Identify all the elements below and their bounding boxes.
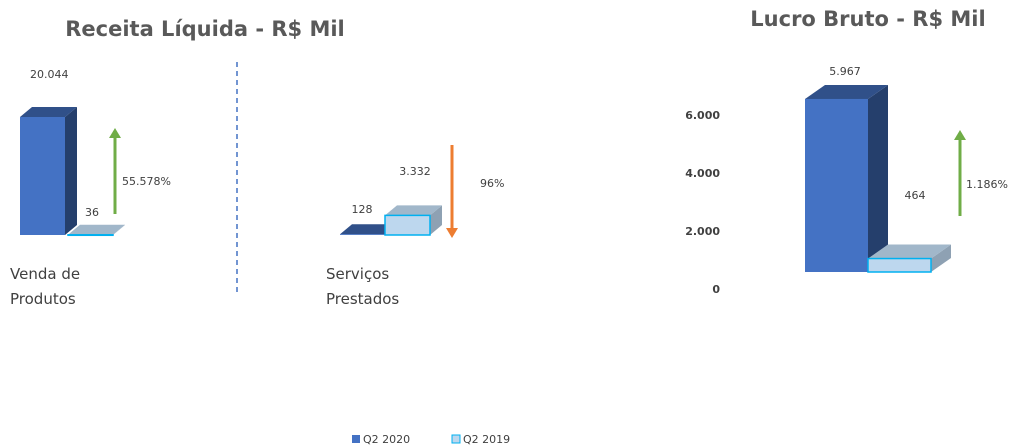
chart-title: Receita Líquida - R$ Mil <box>65 17 345 41</box>
data-label: 464 <box>905 189 926 202</box>
bar-top <box>68 224 125 235</box>
bar-top <box>340 224 397 235</box>
arrow-head <box>446 228 458 238</box>
arrow-head <box>109 128 121 138</box>
category-label: Venda de Produtos <box>10 265 81 308</box>
bar-side <box>113 224 125 235</box>
data-label: 36 <box>85 206 99 219</box>
y-tick-label: 2.000 <box>685 225 720 238</box>
data-label: 128 <box>352 203 373 216</box>
bar-side <box>65 107 77 235</box>
bar <box>20 117 65 235</box>
legend-swatch <box>352 435 360 443</box>
legend-label: Q2 2019 <box>463 433 510 446</box>
data-label: 20.044 <box>30 68 69 81</box>
bar <box>384 214 431 236</box>
bar-top <box>385 205 442 216</box>
bar-side <box>430 205 442 235</box>
data-label: 5.967 <box>829 65 861 78</box>
chart-title: Lucro Bruto - R$ Mil <box>750 7 985 31</box>
annotation: 96% <box>480 177 504 190</box>
bar <box>67 234 114 237</box>
arrow-head <box>954 130 966 140</box>
y-tick-label: 0 <box>712 283 720 296</box>
category-label: Serviços Prestados <box>326 265 400 308</box>
bar <box>340 234 385 235</box>
annotation: 1.186% <box>966 178 1008 191</box>
bar-side <box>931 244 951 272</box>
bar-side <box>868 84 888 272</box>
data-label: 3.332 <box>399 165 431 178</box>
y-tick-label: 6.000 <box>685 109 720 122</box>
legend-label: Q2 2020 <box>363 433 410 446</box>
legend-swatch <box>451 434 461 444</box>
bar-top <box>868 244 951 259</box>
annotation: 55.578% <box>122 175 171 188</box>
y-tick-label: 4.000 <box>685 167 720 180</box>
bar-top <box>805 84 888 99</box>
bar <box>805 98 868 272</box>
bar <box>867 257 932 273</box>
bar-top <box>20 107 77 117</box>
